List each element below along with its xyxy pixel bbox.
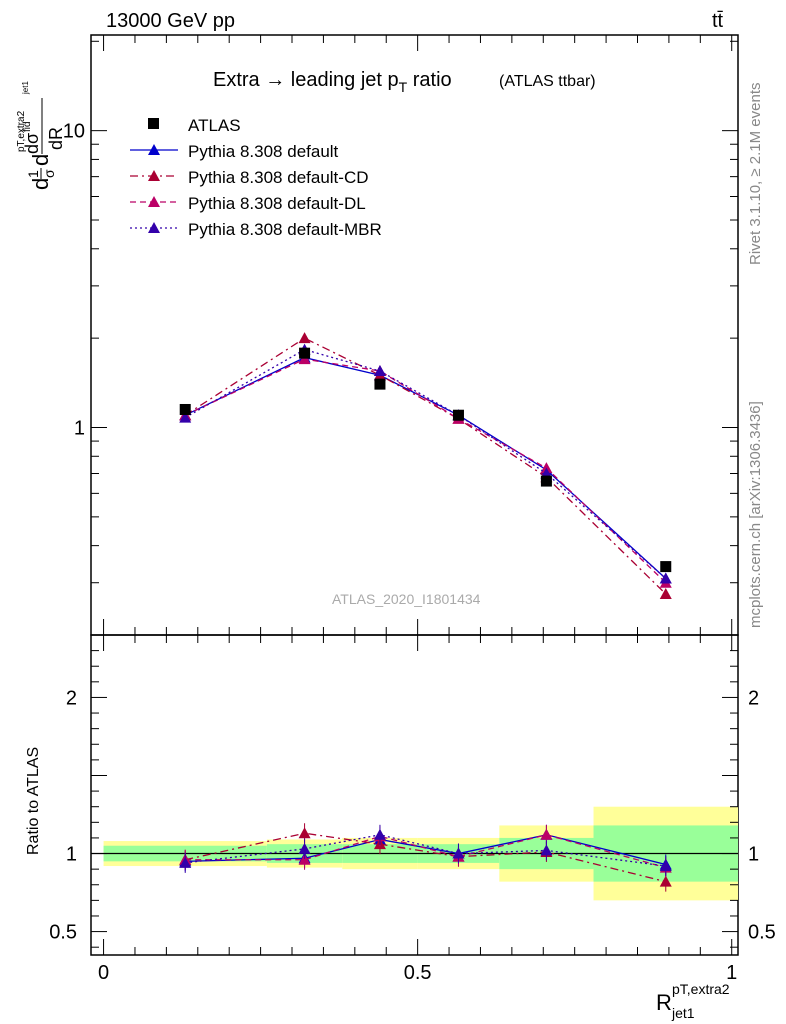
svg-text:1: 1 [25,170,41,178]
svg-text:fid: fid [22,121,33,132]
ylabel-ratio: Ratio to ATLAS [25,747,42,855]
ratio-y-tick-label-right: 1 [748,844,759,866]
atlas-point [299,347,311,359]
plot-title-small: (ATLAS ttbar) [499,73,596,90]
series-point-cd [298,332,311,344]
ratio-axis-ticks: 0 0.5 1 0.5 0.5 1 1 2 2 [49,635,776,984]
svg-text:pT,extra2: pT,extra2 [672,981,730,997]
ratio-y-tick-label-right: 0.5 [748,922,776,944]
header-right: tt̄ [712,10,724,32]
ratio-panel-frame [90,634,739,956]
x-tick-label: 0 [98,962,109,984]
ratio-point-dl [298,853,311,865]
ratio-point-mbr [298,842,311,854]
ylabel-main: d 1 σ d dσ fid pT,extra2 jet1 dR [16,81,66,190]
ratio-line-dl [185,834,666,869]
legend: ATLAS Pythia 8.308 default Pythia 8.308 de… [130,116,382,239]
x-tick-label: 1 [726,962,737,984]
series-line-dl [184,358,667,584]
ratio-point-cd [298,827,311,839]
atlas-point [660,561,672,573]
atlas-point [452,409,464,421]
ratio-y-tick-label: 0.5 [49,922,77,944]
svg-text:σ: σ [41,169,57,178]
svg-text:jet1: jet1 [21,81,30,95]
svg-text:pT,extra2: pT,extra2 [16,110,27,152]
ratio-point-mbr [659,860,672,872]
svg-text:jet1: jet1 [671,1005,695,1021]
legend-label-mbr: Pythia 8.308 default-MBR [188,220,382,239]
legend-label-default: Pythia 8.308 default [188,142,339,161]
atlas-point [179,403,191,415]
series-point-mbr [373,365,386,377]
series-point-cd [659,587,672,599]
ratio-point-cd [659,875,672,887]
y-tick-label: 1 [74,418,85,440]
atlas-point [540,475,552,487]
ratio-y-tick-label-right: 2 [748,687,759,709]
plot-title: Extra → leading jet pT ratio [213,69,452,95]
header-left: 13000 GeV pp [106,10,235,32]
xlabel: R pT,extra2 jet1 [656,981,730,1021]
legend-marker-mbr [148,222,160,233]
ratio-point-mbr [452,847,465,859]
ratio-point-dl [540,828,553,840]
svg-text:d: d [28,178,53,190]
atlas-point [374,378,386,390]
series-line-cd [184,337,667,595]
side-text-bottom: mcplots.cern.ch [arXiv:1306.3436] [747,401,764,628]
series-point-mbr [179,411,192,423]
ratio-point-mbr [179,856,192,868]
legend-label-cd: Pythia 8.308 default-CD [188,168,369,187]
y-tick-label: 10 [63,121,85,143]
ratio-point-mbr [373,828,386,840]
ratio-uncertainty-bands [91,806,738,901]
main-axis-ticks: 1 10 [63,35,738,636]
series-point-mbr [659,572,672,584]
legend-label-dl: Pythia 8.308 default-DL [188,194,366,213]
svg-text:dR: dR [46,127,66,150]
series-line-mbr [184,348,667,579]
series-line-default [184,356,667,579]
side-text-top: Rivet 3.1.10, ≥ 2.1M events [747,83,764,266]
ratio-line-cd [185,832,666,883]
legend-marker-cd [148,170,160,181]
svg-text:d: d [28,154,53,166]
main-series-group [179,332,672,599]
ratio-y-tick-label: 2 [66,687,77,709]
x-tick-label: 0.5 [404,962,432,984]
ratio-y-tick-label: 1 [66,844,77,866]
ratio-line-mbr [185,834,666,867]
ratio-series-group [179,823,672,892]
legend-marker-dl [148,196,160,207]
svg-text:dσ: dσ [22,133,42,154]
ratio-point-mbr [540,844,553,856]
svg-text:R: R [656,990,672,1015]
legend-marker-atlas [148,118,159,129]
watermark: ATLAS_2020_I1801434 [332,591,481,607]
legend-label-atlas: ATLAS [188,116,241,135]
legend-marker-default [148,144,160,155]
